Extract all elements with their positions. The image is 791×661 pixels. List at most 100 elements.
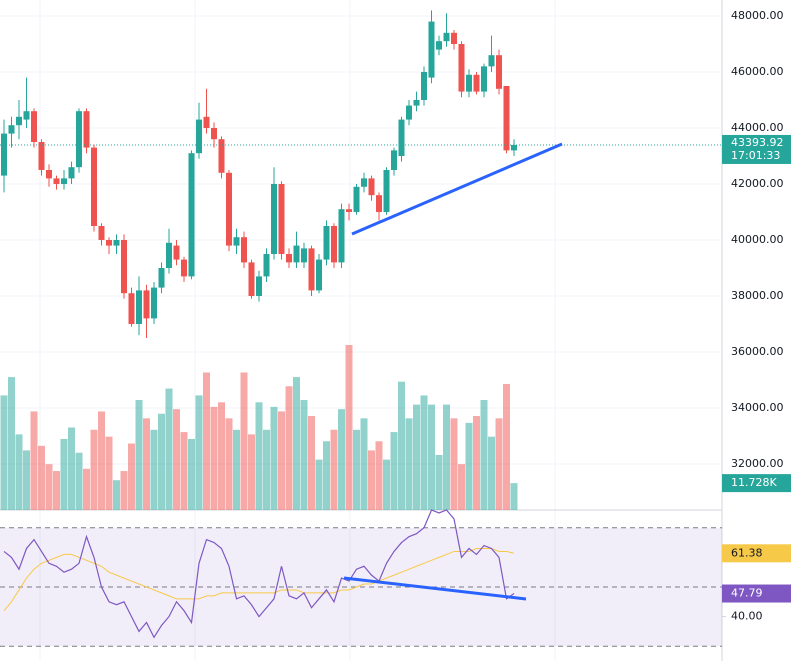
volume-bar	[503, 383, 510, 510]
volume-bar	[53, 471, 60, 510]
candle-body	[421, 71, 427, 100]
candle-body	[511, 144, 517, 151]
candle-body	[286, 253, 292, 263]
volume-bar	[180, 432, 188, 510]
volume-bar	[45, 464, 53, 510]
candle-body	[398, 119, 405, 156]
candle-body	[68, 167, 75, 179]
candle-body	[316, 259, 322, 291]
candle-body	[38, 141, 45, 170]
volume-bar	[233, 429, 240, 510]
candle-body	[263, 253, 270, 277]
volume-bar	[285, 386, 293, 510]
candle-body	[31, 111, 37, 142]
volume-tag	[722, 474, 791, 493]
candle-body	[136, 290, 142, 324]
rsi-ma-tag-label: 61.38	[731, 546, 763, 559]
price-tag	[722, 134, 791, 164]
candle-body	[173, 245, 180, 260]
candle-body	[361, 178, 367, 187]
volume-bar	[38, 445, 45, 510]
volume-bar	[188, 438, 195, 510]
volume-bar	[150, 429, 158, 510]
candle-body	[376, 195, 382, 212]
y-tick-label: 38000.00	[731, 289, 784, 302]
volume-bar	[428, 404, 435, 510]
volume-bar	[90, 429, 98, 510]
volume-bar	[450, 418, 458, 510]
y-tick-label: 46000.00	[731, 65, 784, 78]
candle-body	[113, 239, 120, 246]
candle-body	[151, 287, 157, 319]
volume-bar	[398, 381, 405, 510]
volume-bar	[143, 418, 150, 510]
volume-bar	[23, 450, 30, 510]
candle-body	[181, 259, 187, 277]
candle-body	[83, 111, 90, 148]
rsi-line	[3, 509, 515, 639]
candle-body	[323, 225, 330, 260]
countdown-label: 17:01:33	[731, 149, 780, 162]
volume-bar	[225, 418, 233, 510]
y-tick-label: 48000.00	[731, 9, 784, 22]
volume-bar	[278, 411, 285, 510]
volume-bar	[120, 471, 128, 510]
volume-bar	[248, 434, 255, 510]
candle-body	[121, 239, 127, 294]
candle-body	[368, 178, 375, 196]
candle-body	[353, 186, 360, 212]
rsi-tag-label: 47.79	[731, 587, 763, 600]
volume-bar	[405, 418, 413, 510]
volume-bar	[128, 443, 135, 510]
volume-bar	[488, 436, 495, 510]
volume-bar	[353, 429, 360, 510]
candle-body	[496, 55, 502, 89]
candle-body	[308, 248, 315, 291]
candle-body	[218, 139, 225, 173]
volume-bar	[113, 480, 120, 510]
volume-bar	[338, 409, 345, 510]
volume-bar	[210, 406, 218, 510]
volume-bar	[68, 427, 75, 510]
candle-body	[383, 169, 390, 212]
volume-bar	[98, 411, 105, 510]
candle-body	[91, 147, 97, 226]
volume-bar	[308, 416, 315, 510]
candle-body	[158, 267, 165, 288]
trend-line	[343, 576, 527, 601]
volume-bar	[420, 395, 428, 510]
volume-bar	[195, 395, 203, 510]
volume-bar	[360, 418, 368, 510]
candle-body	[196, 119, 202, 154]
candle-body	[436, 41, 442, 50]
volume-bar	[495, 418, 503, 510]
candle-body	[233, 237, 240, 246]
y-tick-label: 36000.00	[731, 345, 784, 358]
rsi-tag	[722, 584, 791, 603]
rsi-ma-tag	[722, 544, 791, 563]
volume-bar	[15, 434, 23, 510]
volume-bar	[413, 404, 420, 510]
candle-body	[226, 172, 232, 246]
volume-bar	[510, 483, 518, 510]
volume-bar	[323, 441, 330, 510]
price-tag-label: 43393.92	[731, 136, 784, 149]
volume-bar	[75, 452, 83, 510]
candle-body	[211, 127, 217, 140]
y-tick-label: 42000.00	[731, 177, 784, 190]
volume-bar	[263, 429, 270, 510]
candle-body	[8, 125, 15, 134]
volume-bar	[473, 416, 480, 510]
candle-body	[413, 99, 420, 106]
volume-bar	[345, 345, 353, 510]
candle-body	[406, 105, 412, 120]
volume-bar	[465, 422, 473, 510]
candle-body	[188, 153, 195, 277]
volume-bar	[105, 436, 113, 510]
candle-body	[98, 225, 105, 240]
volume-bar	[270, 406, 278, 510]
volume-bar	[165, 388, 173, 510]
candle-body	[61, 178, 67, 184]
